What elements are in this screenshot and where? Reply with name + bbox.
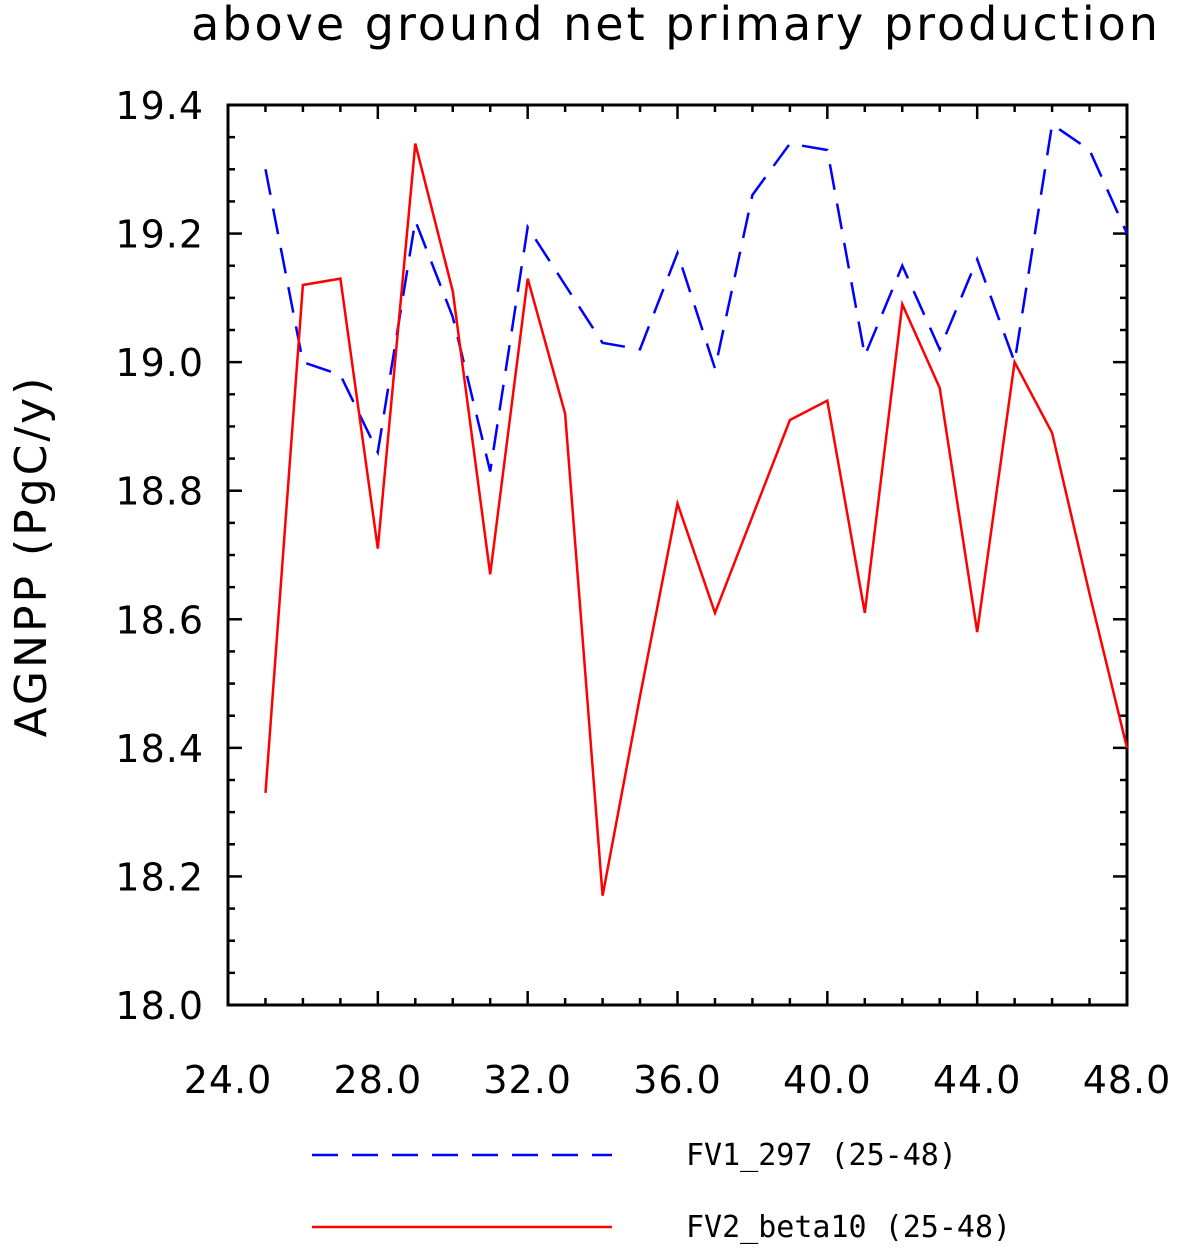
y-tick-label: 18.4 <box>115 727 204 771</box>
legend: FV1_297 (25-48) FV2_beta10 (25-48) <box>312 1138 1011 1245</box>
data-point <box>712 610 718 616</box>
data-point <box>937 385 943 391</box>
data-point <box>487 468 493 474</box>
data-point <box>600 340 606 346</box>
data-point <box>787 141 793 147</box>
data-point <box>600 893 606 899</box>
y-tick-label: 18.2 <box>115 855 204 899</box>
data-point <box>675 250 681 256</box>
data-point <box>862 353 868 359</box>
data-point <box>749 513 755 519</box>
data-point <box>1049 121 1055 127</box>
x-tick-label: 24.0 <box>184 1058 273 1102</box>
y-tick-label: 18.0 <box>115 984 204 1028</box>
data-point <box>1012 359 1018 365</box>
x-tick-label: 32.0 <box>483 1058 572 1102</box>
data-point <box>1087 147 1093 153</box>
data-point <box>974 629 980 635</box>
x-tick-label: 28.0 <box>334 1058 423 1102</box>
data-point <box>787 417 793 423</box>
series-1 <box>262 121 1130 474</box>
axes: 24.0 28.0 32.0 36.0 40.0 44.0 48.0 18.0 18.2 18.4… <box>115 84 1172 1102</box>
data-point <box>300 282 306 288</box>
data-point <box>637 346 643 352</box>
data-point <box>412 141 418 147</box>
y-axis-label: AGNPP (PgC/y) <box>6 375 57 738</box>
x-tick-label: 48.0 <box>1083 1058 1172 1102</box>
plot-frame <box>226 103 1129 1007</box>
data-point <box>824 398 830 404</box>
data-point <box>1087 591 1093 597</box>
series-line <box>264 122 1129 472</box>
y-tick-label: 18.8 <box>115 470 204 514</box>
x-tick-label: 44.0 <box>933 1058 1022 1102</box>
data-point <box>375 546 381 552</box>
data-point <box>337 276 343 282</box>
data-point <box>1124 745 1130 751</box>
data-point <box>749 192 755 198</box>
data-point <box>899 263 905 269</box>
series-2 <box>262 141 1130 899</box>
data-point <box>525 224 531 230</box>
data-point <box>487 571 493 577</box>
data-point <box>1049 430 1055 436</box>
x-tick-label: 36.0 <box>633 1058 722 1102</box>
y-tick-label: 19.4 <box>115 84 204 128</box>
plot-area <box>262 121 1130 899</box>
data-point <box>862 610 868 616</box>
data-point <box>525 276 531 282</box>
data-point <box>1124 231 1130 237</box>
data-point <box>899 301 905 307</box>
data-point <box>300 359 306 365</box>
data-point <box>974 256 980 262</box>
data-point <box>375 449 381 455</box>
data-point <box>637 693 643 699</box>
data-point <box>562 282 568 288</box>
chart-title: above ground net primary production <box>191 0 1161 51</box>
data-point <box>450 288 456 294</box>
data-point <box>262 166 268 172</box>
y-tick-label: 18.6 <box>115 598 204 642</box>
legend-label: FV1_297 (25-48) <box>686 1138 957 1173</box>
y-tick-label: 19.0 <box>115 341 204 385</box>
legend-label: FV2_beta10 (25-48) <box>686 1210 1011 1245</box>
data-point <box>337 372 343 378</box>
series-line <box>264 143 1129 896</box>
data-point <box>562 411 568 417</box>
data-point <box>824 147 830 153</box>
x-tick-label: 40.0 <box>783 1058 872 1102</box>
data-point <box>675 501 681 507</box>
data-point <box>712 366 718 372</box>
data-point <box>937 346 943 352</box>
data-point <box>262 790 268 796</box>
y-tick-label: 19.2 <box>115 213 204 257</box>
data-point <box>412 218 418 224</box>
